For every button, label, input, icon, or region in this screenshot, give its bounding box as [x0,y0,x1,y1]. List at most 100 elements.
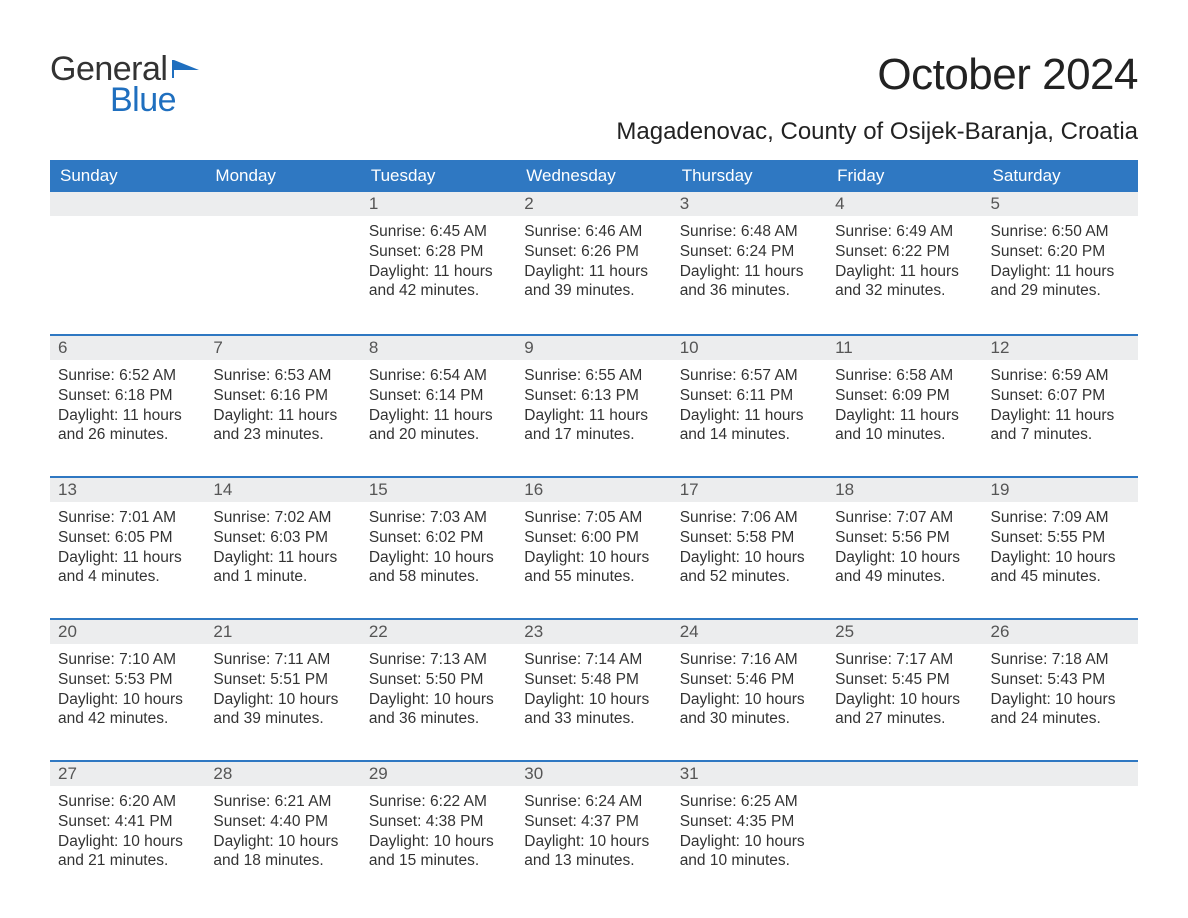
calendar-day: 30Sunrise: 6:24 AMSunset: 4:37 PMDayligh… [516,762,671,902]
calendar-day: 22Sunrise: 7:13 AMSunset: 5:50 PMDayligh… [361,620,516,760]
day-number: 23 [516,620,671,644]
day-number: 19 [983,478,1138,502]
day-info-line: Sunset: 6:18 PM [58,386,197,406]
day-body: Sunrise: 7:01 AMSunset: 6:05 PMDaylight:… [50,502,205,597]
day-body: Sunrise: 6:49 AMSunset: 6:22 PMDaylight:… [827,216,982,311]
calendar-day [827,762,982,902]
day-info-line: Sunrise: 7:02 AM [213,508,352,528]
day-info-line: Sunrise: 7:01 AM [58,508,197,528]
day-body [983,786,1138,802]
day-info-line: Daylight: 10 hours and 18 minutes. [213,832,352,872]
weekday-header: Wednesday [516,160,671,192]
day-body: Sunrise: 7:16 AMSunset: 5:46 PMDaylight:… [672,644,827,739]
day-info-line: Sunrise: 6:52 AM [58,366,197,386]
day-info-line: Daylight: 11 hours and 20 minutes. [369,406,508,446]
calendar-day: 13Sunrise: 7:01 AMSunset: 6:05 PMDayligh… [50,478,205,618]
day-info-line: Sunset: 5:45 PM [835,670,974,690]
day-info-line: Sunrise: 7:05 AM [524,508,663,528]
day-info-line: Daylight: 10 hours and 45 minutes. [991,548,1130,588]
day-number: 18 [827,478,982,502]
weekday-header: Monday [205,160,360,192]
day-number: 5 [983,192,1138,216]
day-body: Sunrise: 7:13 AMSunset: 5:50 PMDaylight:… [361,644,516,739]
day-number: 29 [361,762,516,786]
day-info-line: Sunset: 6:16 PM [213,386,352,406]
day-info-line: Sunset: 6:11 PM [680,386,819,406]
day-number: 7 [205,336,360,360]
day-number: 27 [50,762,205,786]
day-info-line: Daylight: 11 hours and 7 minutes. [991,406,1130,446]
calendar-day: 5 Sunrise: 6:50 AMSunset: 6:20 PMDaylight… [983,192,1138,334]
day-info-line: Daylight: 10 hours and 33 minutes. [524,690,663,730]
day-number: 10 [672,336,827,360]
day-body: Sunrise: 7:02 AMSunset: 6:03 PMDaylight:… [205,502,360,597]
day-number: 20 [50,620,205,644]
day-body: Sunrise: 7:05 AMSunset: 6:00 PMDaylight:… [516,502,671,597]
day-info-line: Sunset: 6:24 PM [680,242,819,262]
day-info-line: Sunrise: 7:18 AM [991,650,1130,670]
day-info-line: Sunset: 6:28 PM [369,242,508,262]
calendar-day: 3Sunrise: 6:48 AMSunset: 6:24 PMDaylight… [672,192,827,334]
day-info-line: Sunset: 6:20 PM [991,242,1130,262]
day-info-line: Daylight: 10 hours and 52 minutes. [680,548,819,588]
day-body [205,216,360,232]
day-number: 6 [50,336,205,360]
month-title: October 2024 [616,50,1138,100]
day-number: 21 [205,620,360,644]
day-info-line: Sunset: 6:14 PM [369,386,508,406]
day-info-line: Sunrise: 6:58 AM [835,366,974,386]
day-number: 2 [516,192,671,216]
calendar-day: 16Sunrise: 7:05 AMSunset: 6:00 PMDayligh… [516,478,671,618]
day-number: 14 [205,478,360,502]
calendar-week: 6Sunrise: 6:52 AMSunset: 6:18 PMDaylight… [50,334,1138,476]
day-info-line: Daylight: 10 hours and 30 minutes. [680,690,819,730]
location-subtitle: Magadenovac, County of Osijek-Baranja, C… [616,118,1138,146]
day-info-line: Daylight: 11 hours and 17 minutes. [524,406,663,446]
calendar-day: 7 Sunrise: 6:53 AMSunset: 6:16 PMDaylight… [205,336,360,476]
day-number: 25 [827,620,982,644]
day-info-line: Sunrise: 7:09 AM [991,508,1130,528]
day-info-line: Daylight: 11 hours and 26 minutes. [58,406,197,446]
day-info-line: Sunset: 4:40 PM [213,812,352,832]
day-number: 12 [983,336,1138,360]
weeks-container: 1Sunrise: 6:45 AMSunset: 6:28 PMDaylight… [50,192,1138,902]
calendar: Sunday Monday Tuesday Wednesday Thursday… [50,160,1138,902]
calendar-day: 19Sunrise: 7:09 AMSunset: 5:55 PMDayligh… [983,478,1138,618]
day-info-line: Sunrise: 6:50 AM [991,222,1130,242]
calendar-day: 8Sunrise: 6:54 AMSunset: 6:14 PMDaylight… [361,336,516,476]
day-body: Sunrise: 6:55 AMSunset: 6:13 PMDaylight:… [516,360,671,455]
calendar-day: 14Sunrise: 7:02 AMSunset: 6:03 PMDayligh… [205,478,360,618]
calendar-week: 13Sunrise: 7:01 AMSunset: 6:05 PMDayligh… [50,476,1138,618]
day-info-line: Daylight: 11 hours and 29 minutes. [991,262,1130,302]
weekday-header: Tuesday [361,160,516,192]
day-info-line: Daylight: 11 hours and 4 minutes. [58,548,197,588]
day-number: 31 [672,762,827,786]
day-info-line: Sunset: 6:09 PM [835,386,974,406]
day-info-line: Daylight: 10 hours and 49 minutes. [835,548,974,588]
day-info-line: Daylight: 11 hours and 23 minutes. [213,406,352,446]
day-info-line: Sunset: 5:46 PM [680,670,819,690]
day-info-line: Daylight: 10 hours and 55 minutes. [524,548,663,588]
day-info-line: Sunrise: 6:53 AM [213,366,352,386]
day-info-line: Daylight: 10 hours and 36 minutes. [369,690,508,730]
day-body: Sunrise: 6:24 AMSunset: 4:37 PMDaylight:… [516,786,671,881]
day-info-line: Sunset: 4:37 PM [524,812,663,832]
calendar-day: 27Sunrise: 6:20 AMSunset: 4:41 PMDayligh… [50,762,205,902]
day-number: 17 [672,478,827,502]
day-info-line: Sunset: 5:53 PM [58,670,197,690]
day-body: Sunrise: 6:22 AMSunset: 4:38 PMDaylight:… [361,786,516,881]
day-number: 4 [827,192,982,216]
day-info-line: Daylight: 10 hours and 15 minutes. [369,832,508,872]
calendar-day: 6 Sunrise: 6:52 AMSunset: 6:18 PMDaylight… [50,336,205,476]
calendar-day [50,192,205,334]
day-body: Sunrise: 7:10 AMSunset: 5:53 PMDaylight:… [50,644,205,739]
day-body: Sunrise: 6:45 AMSunset: 6:28 PMDaylight:… [361,216,516,311]
day-body: Sunrise: 7:07 AMSunset: 5:56 PMDaylight:… [827,502,982,597]
day-info-line: Sunrise: 6:49 AM [835,222,974,242]
day-info-line: Sunset: 6:05 PM [58,528,197,548]
day-body [50,216,205,232]
day-info-line: Sunset: 5:43 PM [991,670,1130,690]
day-body: Sunrise: 6:21 AMSunset: 4:40 PMDaylight:… [205,786,360,881]
day-info-line: Sunrise: 6:54 AM [369,366,508,386]
weekday-header: Thursday [672,160,827,192]
